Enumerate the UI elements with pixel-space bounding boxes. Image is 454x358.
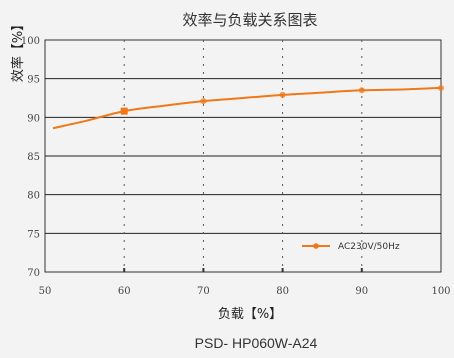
y-tick-label: 75 [27, 229, 40, 240]
y-tick-label: 95 [27, 75, 40, 86]
grid-lines [45, 40, 441, 272]
series-layer [52, 84, 444, 130]
data-point-marker [279, 91, 286, 98]
x-axis-label: 负载【%】 [218, 307, 282, 322]
y-tick-label: 70 [27, 268, 40, 279]
legend-label: AC230V/50Hz [338, 242, 400, 252]
x-tick-labels: 50 60 70 80 90 100 [39, 286, 451, 297]
x-tick-label: 50 [39, 286, 52, 297]
y-tick-labels: 70 75 80 85 90 95 100 [21, 36, 40, 279]
x-tick-label: 100 [431, 286, 450, 297]
model-number: PSD- HP060W-A24 [195, 335, 318, 351]
data-point-marker [358, 87, 365, 94]
data-point-marker [200, 98, 207, 105]
chart-title: 效率与负载关系图表 [182, 11, 317, 29]
y-axis-label: 效率【%】 [10, 18, 26, 82]
legend: AC230V/50Hz [302, 242, 400, 252]
legend-marker [313, 243, 319, 249]
x-tick-label: 90 [355, 286, 368, 297]
x-tick-label: 70 [197, 286, 210, 297]
data-point-marker [438, 84, 444, 91]
y-tick-label: 100 [21, 36, 40, 47]
x-tick-label: 80 [276, 286, 289, 297]
y-tick-label: 80 [27, 191, 40, 202]
x-tick-label: 60 [118, 286, 131, 297]
data-point-marker [120, 107, 128, 115]
series-line [52, 86, 442, 130]
y-tick-label: 85 [27, 152, 40, 163]
y-tick-label: 90 [27, 113, 40, 124]
